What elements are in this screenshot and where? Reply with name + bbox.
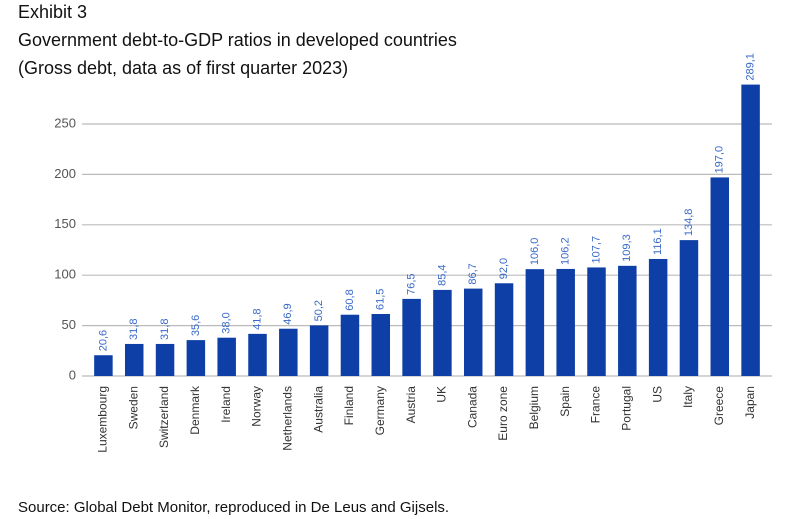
- value-label: 116,1: [652, 228, 664, 255]
- x-tick-label: Greece: [712, 386, 726, 426]
- value-label: 76,5: [405, 273, 417, 294]
- x-tick-label: Norway: [250, 386, 264, 427]
- value-label: 106,0: [529, 238, 541, 266]
- bar: [340, 314, 360, 376]
- chart-subtitle: Government debt-to-GDP ratios in develop…: [18, 30, 457, 50]
- bar: [217, 337, 236, 376]
- x-tick-label: Denmark: [188, 385, 202, 435]
- x-tick-label: Portugal: [619, 386, 633, 431]
- x-tick-label: US: [650, 386, 664, 403]
- value-label: 38,0: [221, 312, 233, 333]
- x-tick-label: UK: [435, 386, 449, 403]
- bar: [587, 267, 606, 376]
- bar: [94, 355, 113, 376]
- value-label: 86,7: [467, 263, 479, 284]
- value-label: 109,3: [621, 234, 633, 262]
- bar: [556, 268, 575, 376]
- value-label: 106,2: [560, 237, 572, 265]
- x-tick-label: Japan: [743, 386, 757, 419]
- y-tick-label: 100: [54, 267, 76, 282]
- y-tick-label: 50: [62, 317, 76, 332]
- value-label: 35,6: [190, 315, 202, 336]
- x-tick-label: Switzerland: [157, 386, 171, 448]
- x-tick-label: Australia: [311, 386, 325, 433]
- x-tick-label: Canada: [465, 386, 479, 428]
- value-label: 50,2: [313, 300, 325, 321]
- bar: [710, 177, 730, 376]
- x-tick-label: Italy: [681, 386, 695, 408]
- value-label: 31,8: [159, 319, 171, 340]
- value-label: 60,8: [344, 289, 356, 310]
- x-tick-label: Sweden: [126, 386, 140, 429]
- y-tick-label: 250: [54, 115, 76, 130]
- bar: [279, 328, 298, 376]
- y-tick-label: 150: [54, 216, 76, 231]
- bar: [371, 314, 391, 376]
- x-tick-label: Ireland: [219, 386, 233, 423]
- value-label: 134,8: [683, 209, 695, 237]
- value-label: 20,6: [97, 330, 109, 351]
- x-tick-label: Luxembourg: [96, 386, 110, 453]
- value-label: 92,0: [498, 258, 510, 279]
- value-label: 85,4: [436, 264, 448, 285]
- x-tick-label: Euro zone: [496, 386, 510, 441]
- bar: [155, 343, 175, 376]
- value-label: 41,8: [251, 308, 263, 329]
- value-label: 289,1: [744, 53, 756, 81]
- y-tick-label: 200: [54, 166, 76, 181]
- y-tick-label: 0: [69, 367, 76, 382]
- bar: [679, 240, 699, 376]
- bar: [186, 340, 206, 376]
- bar: [402, 298, 421, 376]
- bar: [309, 325, 329, 376]
- x-tick-label: Netherlands: [280, 386, 294, 451]
- x-tick-label: Belgium: [527, 386, 541, 429]
- value-label: 61,5: [375, 289, 387, 310]
- bar: [463, 288, 483, 376]
- chart-title: Exhibit 3: [18, 2, 87, 22]
- x-tick-label: France: [589, 386, 603, 424]
- bar: [124, 343, 144, 376]
- x-tick-label: Finland: [342, 386, 356, 425]
- x-tick-label: Spain: [558, 386, 572, 417]
- value-label: 31,8: [128, 319, 140, 340]
- bar: [741, 84, 760, 377]
- bar: [248, 333, 267, 376]
- bar: [618, 265, 637, 376]
- chart-subtitle: (Gross debt, data as of first quarter 20…: [18, 58, 348, 78]
- value-label: 46,9: [282, 303, 294, 324]
- x-tick-label: Austria: [404, 386, 418, 424]
- value-label: 197,0: [714, 146, 726, 174]
- source-note: Source: Global Debt Monitor, reproduced …: [18, 499, 449, 516]
- x-tick-label: Germany: [373, 386, 387, 435]
- bar: [648, 258, 668, 376]
- bar: [433, 289, 452, 376]
- bar: [525, 269, 545, 376]
- value-label: 107,7: [590, 236, 602, 264]
- bar: [494, 283, 514, 376]
